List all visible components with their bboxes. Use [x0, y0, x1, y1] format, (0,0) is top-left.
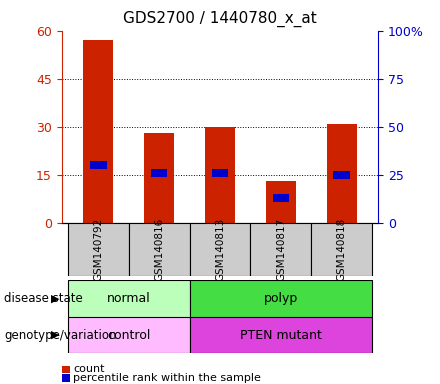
- Bar: [212, 169, 228, 177]
- Bar: [266, 181, 296, 223]
- Text: normal: normal: [107, 292, 150, 305]
- Bar: [68, 317, 190, 353]
- Text: disease state: disease state: [4, 292, 83, 305]
- Text: control: control: [107, 329, 150, 341]
- Bar: [190, 317, 372, 353]
- Bar: [90, 161, 106, 169]
- Text: GSM140813: GSM140813: [215, 218, 225, 281]
- Text: count: count: [73, 364, 105, 374]
- Bar: [83, 40, 114, 223]
- Bar: [144, 133, 174, 223]
- Bar: [205, 127, 235, 223]
- Text: ▶: ▶: [51, 293, 59, 304]
- Bar: [128, 223, 190, 276]
- Title: GDS2700 / 1440780_x_at: GDS2700 / 1440780_x_at: [123, 10, 317, 26]
- Bar: [250, 223, 312, 276]
- Text: GSM140817: GSM140817: [276, 218, 286, 281]
- Bar: [272, 194, 290, 202]
- Bar: [190, 223, 250, 276]
- Text: ▶: ▶: [51, 330, 59, 340]
- Bar: [312, 223, 372, 276]
- Text: GSM140816: GSM140816: [154, 218, 164, 281]
- Text: GSM140818: GSM140818: [337, 218, 347, 281]
- Bar: [334, 171, 350, 179]
- Bar: [326, 124, 357, 223]
- Bar: [68, 280, 190, 317]
- Text: genotype/variation: genotype/variation: [4, 329, 117, 341]
- Bar: [68, 223, 128, 276]
- Text: polyp: polyp: [264, 292, 298, 305]
- Text: GSM140792: GSM140792: [93, 218, 103, 281]
- Text: PTEN mutant: PTEN mutant: [240, 329, 322, 341]
- Text: percentile rank within the sample: percentile rank within the sample: [73, 373, 261, 383]
- Bar: [151, 169, 168, 177]
- Bar: [190, 280, 372, 317]
